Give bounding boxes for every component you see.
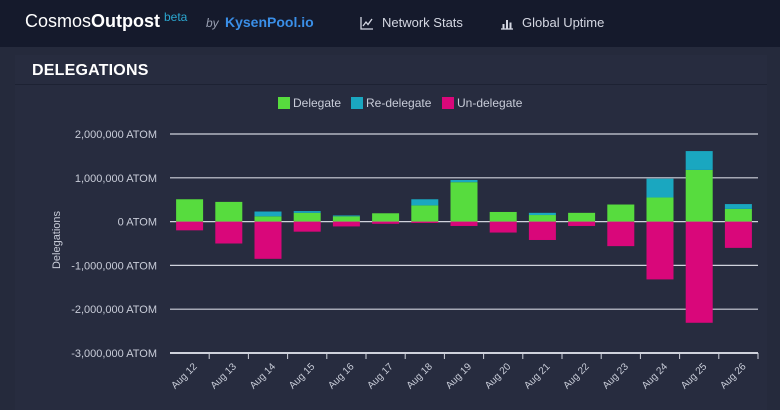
bar-re-delegate [293,211,321,213]
x-tick-label: Aug 12 [170,361,200,391]
legend-swatch [351,97,363,109]
x-tick-label: Aug 15 [287,361,317,391]
legend-item-re-delegate[interactable]: Re-delegate [351,96,432,110]
legend-label: Un-delegate [457,96,523,110]
bar-re-delegate [685,151,713,170]
bar-re-delegate [724,204,752,209]
bar-re-delegate [254,211,282,217]
nav-global-uptime-label: Global Uptime [522,15,605,30]
bar-chart-icon [501,19,513,30]
x-tick-label: Aug 21 [522,361,552,391]
x-tick-label: Aug 14 [248,361,278,391]
legend-item-un-delegate[interactable]: Un-delegate [442,96,523,110]
delegations-card: DELEGATIONS [15,55,767,410]
bar-un-delegate [646,221,674,280]
line-chart-icon [360,16,373,30]
bar-re-delegate [450,179,478,183]
bar-un-delegate [332,221,360,227]
bar-delegate [293,212,321,222]
bar-delegate [528,215,556,222]
y-tick-label: -2,000,000 ATOM [71,304,157,316]
y-tick-label: 0 ATOM [118,217,157,229]
bar-un-delegate [254,221,282,259]
x-tick-label: Aug 25 [679,361,709,391]
bar-delegate [450,182,478,222]
bar-delegate [646,197,674,222]
card-divider [15,84,767,85]
legend-label: Re-delegate [366,96,432,110]
y-tick-label: -1,000,000 ATOM [71,260,157,272]
app-logo[interactable]: CosmosOutpost [25,11,160,32]
bar-un-delegate [685,221,713,323]
y-tick-label: 2,000,000 ATOM [75,129,157,141]
bar-delegate [411,205,439,222]
bar-un-delegate [528,221,556,240]
bar-un-delegate [568,221,596,226]
brand-name-light: Cosmos [25,11,92,31]
bar-un-delegate [215,221,243,244]
bar-un-delegate [411,221,439,223]
legend-item-delegate[interactable]: Delegate [278,96,341,110]
bar-un-delegate [724,221,752,248]
x-tick-label: Aug 17 [366,361,396,391]
bar-un-delegate [372,221,400,224]
bar-un-delegate [450,221,478,226]
legend-label: Delegate [293,96,341,110]
bar-delegate [685,169,713,222]
top-navigation-bar: CosmosOutpost beta by KysenPool.io Netwo… [0,0,780,47]
x-tick-label: Aug 26 [718,361,748,391]
bar-un-delegate [489,221,517,233]
x-tick-label: Aug 19 [444,361,474,391]
bar-re-delegate [528,212,556,216]
bar-delegate [489,211,517,222]
bar-delegate [332,216,360,222]
bar-delegate [372,213,400,222]
card-title: DELEGATIONS [32,62,149,79]
legend-swatch [442,97,454,109]
bar-un-delegate [176,221,204,231]
beta-badge: beta [164,10,188,24]
nav-network-stats-label: Network Stats [382,15,463,30]
x-tick-label: Aug 13 [209,361,239,391]
x-tick-label: Aug 24 [640,361,670,391]
bar-re-delegate [332,215,360,217]
x-tick-label: Aug 23 [601,361,631,391]
y-axis-title: Delegations [51,210,63,269]
bar-re-delegate [411,199,439,206]
legend-swatch [278,97,290,109]
bar-delegate [607,204,635,222]
by-label: by [206,16,219,30]
x-tick-label: Aug 16 [326,361,356,391]
bar-delegate [724,208,752,222]
bar-un-delegate [607,221,635,247]
x-tick-label: Aug 22 [562,361,592,391]
bar-un-delegate [293,221,321,232]
bar-re-delegate [646,178,674,198]
nav-network-stats[interactable]: Network Stats [360,15,463,30]
brand-name-bold: Outpost [91,11,161,31]
provider-link[interactable]: KysenPool.io [225,14,314,30]
y-tick-label: -3,000,000 ATOM [71,348,157,360]
bar-delegate [215,201,243,222]
x-tick-label: Aug 20 [483,361,513,391]
y-tick-label: 1,000,000 ATOM [75,173,157,185]
bar-delegate [176,199,204,222]
nav-global-uptime[interactable]: Global Uptime [500,15,604,30]
bar-delegate [254,216,282,222]
x-tick-label: Aug 18 [405,361,435,391]
bar-delegate [568,212,596,222]
